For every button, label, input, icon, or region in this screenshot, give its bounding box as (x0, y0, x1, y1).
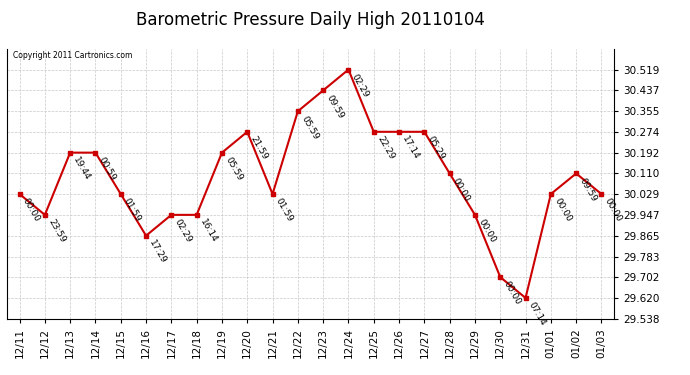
Text: 00:00: 00:00 (603, 197, 624, 224)
Text: 00:59: 00:59 (97, 155, 117, 182)
Text: 00:00: 00:00 (502, 280, 522, 307)
Text: 16:14: 16:14 (198, 217, 219, 244)
Text: 00:00: 00:00 (552, 197, 573, 224)
Text: 01:59: 01:59 (274, 197, 295, 224)
Text: 09:59: 09:59 (578, 176, 598, 203)
Text: 00:00: 00:00 (451, 176, 472, 203)
Text: 05:29: 05:29 (426, 135, 446, 161)
Text: 22:29: 22:29 (375, 135, 395, 161)
Text: Copyright 2011 Cartronics.com: Copyright 2011 Cartronics.com (13, 51, 132, 60)
Text: 19:44: 19:44 (72, 155, 92, 182)
Text: 17:14: 17:14 (400, 135, 421, 161)
Text: 17:29: 17:29 (148, 238, 168, 265)
Text: 23:59: 23:59 (46, 217, 67, 244)
Text: 02:29: 02:29 (350, 72, 371, 99)
Text: 00:00: 00:00 (21, 197, 41, 224)
Text: 00:00: 00:00 (476, 217, 497, 244)
Text: 09:59: 09:59 (324, 93, 345, 120)
Text: 01:59: 01:59 (122, 197, 143, 224)
Text: 21:59: 21:59 (248, 135, 269, 161)
Text: 05:59: 05:59 (299, 114, 320, 141)
Text: 07:14: 07:14 (527, 301, 548, 327)
Text: 02:29: 02:29 (172, 217, 193, 244)
Text: Barometric Pressure Daily High 20110104: Barometric Pressure Daily High 20110104 (136, 11, 485, 29)
Text: 05:59: 05:59 (224, 155, 244, 182)
